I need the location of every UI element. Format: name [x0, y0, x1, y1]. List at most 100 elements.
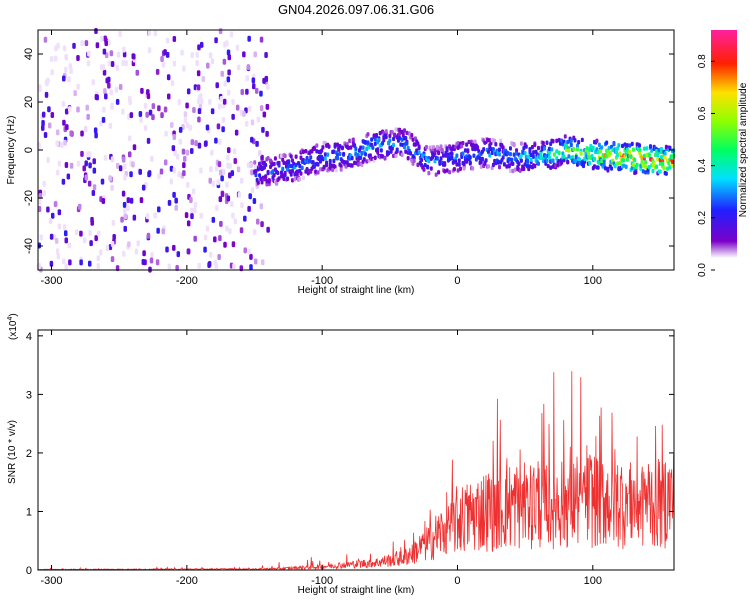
spectrogram-cell [334, 168, 338, 173]
spectrogram-cell [210, 149, 214, 156]
spectrogram-cell [616, 152, 620, 158]
spectrogram-cell [228, 172, 232, 179]
spectrogram-cell [64, 237, 69, 244]
spectrogram-cell [134, 248, 139, 255]
spectrogram-cell [277, 160, 281, 166]
spectrogram-cell [231, 241, 236, 248]
spectrogram-cell [555, 138, 559, 143]
spectrogram-cell [321, 156, 325, 162]
spectrogram-cells [36, 27, 676, 273]
spectrogram-cell [287, 163, 291, 169]
spectrogram-cell [569, 142, 573, 148]
spectrogram-cell [83, 126, 88, 133]
spectrogram-cell [109, 50, 114, 57]
spectrogram-cell [122, 201, 127, 208]
snr-x-tick-label: -200 [176, 575, 198, 587]
spectrogram-cell [541, 141, 545, 146]
spectrogram-cell [440, 147, 444, 153]
spectrogram-cell [231, 98, 235, 105]
spectrogram-cell [607, 145, 611, 151]
spectrogram-cell [209, 166, 213, 173]
spectrogram-cell [300, 165, 304, 171]
spectrogram-cell [77, 203, 82, 210]
spectrogram-cell [294, 162, 298, 168]
spectrogram-cell [308, 158, 312, 164]
spectrogram-cell [121, 108, 125, 115]
spectrogram-cell [346, 162, 350, 168]
snr-y-tick-label: 2 [26, 448, 32, 460]
spectrogram-cell [259, 90, 263, 97]
spectrogram-cell [103, 35, 107, 42]
spectrogram-cell [663, 155, 667, 160]
snr-y-tick-label: 1 [26, 506, 32, 518]
spectrogram-cell [339, 167, 343, 172]
spectrogram-cell [192, 107, 196, 114]
spectrogram-cell [190, 139, 195, 146]
spectrogram-cell [37, 205, 42, 212]
spectrogram-cell [547, 155, 551, 160]
spectrogram-cell [253, 160, 257, 165]
spectrogram-cell [189, 147, 194, 154]
spectrogram-cell [184, 212, 189, 219]
spectrogram-cell [523, 150, 527, 156]
spectrogram-cell [354, 146, 358, 151]
spectrogram-cell [146, 93, 151, 100]
spectrogram-cell [438, 159, 442, 165]
spectrogram-cell [551, 139, 555, 144]
spectrogram-cell [46, 77, 50, 84]
spectrogram-cell [163, 106, 168, 113]
spectrogram-cell [107, 60, 112, 67]
spectrogram-cell [621, 143, 625, 149]
spectrogram-cell [63, 230, 68, 237]
spectrogram-cell [498, 164, 502, 170]
spectrogram-cell [574, 154, 578, 160]
spectrogram-cell [663, 151, 667, 156]
spectrogram-cell [549, 165, 553, 170]
spectrogram-cell [204, 140, 208, 147]
spectrogram-cell [441, 153, 445, 158]
spectrogram-cell [260, 180, 264, 185]
spectrogram-cell [232, 263, 236, 270]
spectrogram-cell [344, 164, 348, 169]
spectrogram-cell [62, 258, 66, 265]
spectrogram-cell [136, 240, 140, 247]
spectrogram-cell [49, 233, 54, 240]
spectrogram-cell [87, 260, 92, 267]
spectrogram-cell [312, 145, 316, 151]
spectrogram-x-tick-label: 0 [454, 275, 460, 287]
spectrogram-cell [226, 76, 231, 83]
spectrogram-cell [100, 35, 104, 42]
spectrogram-cell [567, 148, 571, 153]
spectrogram-cell [596, 165, 600, 170]
spectrogram-cell [174, 197, 178, 204]
spectrogram-cell [437, 170, 441, 175]
spectrogram-cell [104, 40, 108, 47]
spectrogram-cell [480, 156, 484, 162]
spectrogram-cell [57, 223, 62, 230]
spectrogram-cell [466, 149, 470, 154]
spectrogram-cell [50, 112, 55, 119]
spectrogram-cell [286, 176, 290, 181]
spectrogram-cell [141, 184, 146, 191]
spectrogram-cell [87, 151, 92, 158]
spectrogram-cell [461, 140, 465, 146]
spectrogram-cell [86, 113, 90, 120]
spectrogram-cell [101, 116, 106, 123]
spectrogram-cell [350, 163, 354, 168]
spectrogram-cell [68, 63, 73, 70]
spectrogram-cell [390, 130, 394, 135]
spectrogram-cell [214, 262, 219, 269]
spectrogram-cell [248, 105, 252, 112]
spectrogram-cell [122, 46, 126, 53]
snr-y-tick-label: 4 [26, 331, 32, 343]
spectrogram-cell [490, 150, 494, 156]
spectrogram-cell [62, 45, 67, 52]
spectrogram-cell [85, 104, 89, 111]
spectrogram-cell [135, 69, 140, 76]
spectrogram-cell [612, 141, 616, 147]
spectrogram-cell [161, 228, 165, 235]
spectrogram-cell [94, 235, 98, 242]
spectrogram-cell [250, 119, 255, 126]
spectrogram-cell [299, 171, 303, 176]
